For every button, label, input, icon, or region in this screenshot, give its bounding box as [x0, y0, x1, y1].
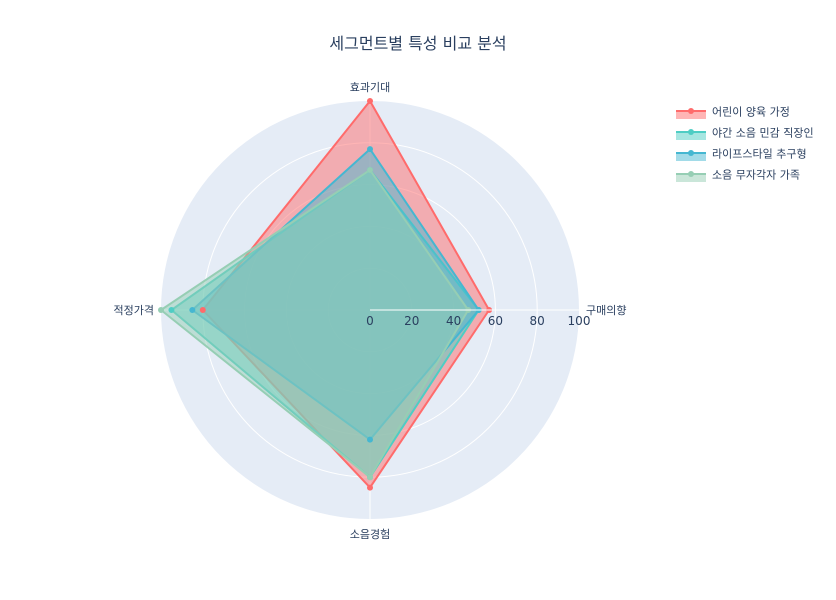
- legend-label: 라이프스타일 추구형: [712, 147, 807, 161]
- chart-title: 세그먼트별 특성 비교 분석: [329, 34, 506, 53]
- radial-tick-label: 100: [568, 314, 591, 328]
- legend-label: 어린이 양육 가정: [712, 106, 790, 119]
- legend-swatch: [676, 111, 706, 119]
- legend-marker: [688, 108, 694, 114]
- legend-item[interactable]: 소음 무자각자 가족: [676, 169, 800, 183]
- data-point[interactable]: [367, 436, 373, 443]
- radial-tick-label: 40: [446, 314, 461, 328]
- data-point[interactable]: [367, 484, 373, 491]
- data-point[interactable]: [158, 307, 164, 313]
- angular-axis-label: 적정가격: [114, 304, 154, 317]
- radial-tick-label: 80: [530, 314, 545, 328]
- data-point[interactable]: [367, 474, 373, 481]
- legend-label: 야간 소음 민감 직장인: [712, 127, 814, 140]
- legend-item[interactable]: 어린이 양육 가정: [676, 106, 790, 120]
- legend-label: 소음 무자각자 가족: [712, 169, 800, 182]
- data-point[interactable]: [367, 146, 373, 153]
- data-point[interactable]: [199, 307, 206, 313]
- angular-axis-label: 효과기대: [350, 81, 390, 94]
- data-point[interactable]: [189, 307, 196, 313]
- legend-marker: [688, 171, 694, 177]
- radial-tick-label: 20: [404, 314, 419, 328]
- legend-marker: [688, 129, 694, 135]
- legend-marker: [688, 150, 694, 156]
- angular-axis-label: 구매의향: [586, 304, 626, 317]
- legend-item[interactable]: 야간 소음 민감 직장인: [676, 127, 814, 141]
- radial-tick-label: 60: [488, 314, 503, 328]
- data-point[interactable]: [367, 166, 373, 173]
- data-point[interactable]: [168, 307, 175, 313]
- legend-swatch: [676, 132, 706, 140]
- data-point[interactable]: [367, 98, 373, 104]
- legend-swatch: [676, 153, 706, 161]
- legend-item[interactable]: 라이프스타일 추구형: [676, 147, 807, 162]
- legend-swatch: [676, 174, 706, 182]
- angular-axis-label: 소음경험: [350, 528, 390, 541]
- radial-tick-label: 0: [366, 314, 374, 328]
